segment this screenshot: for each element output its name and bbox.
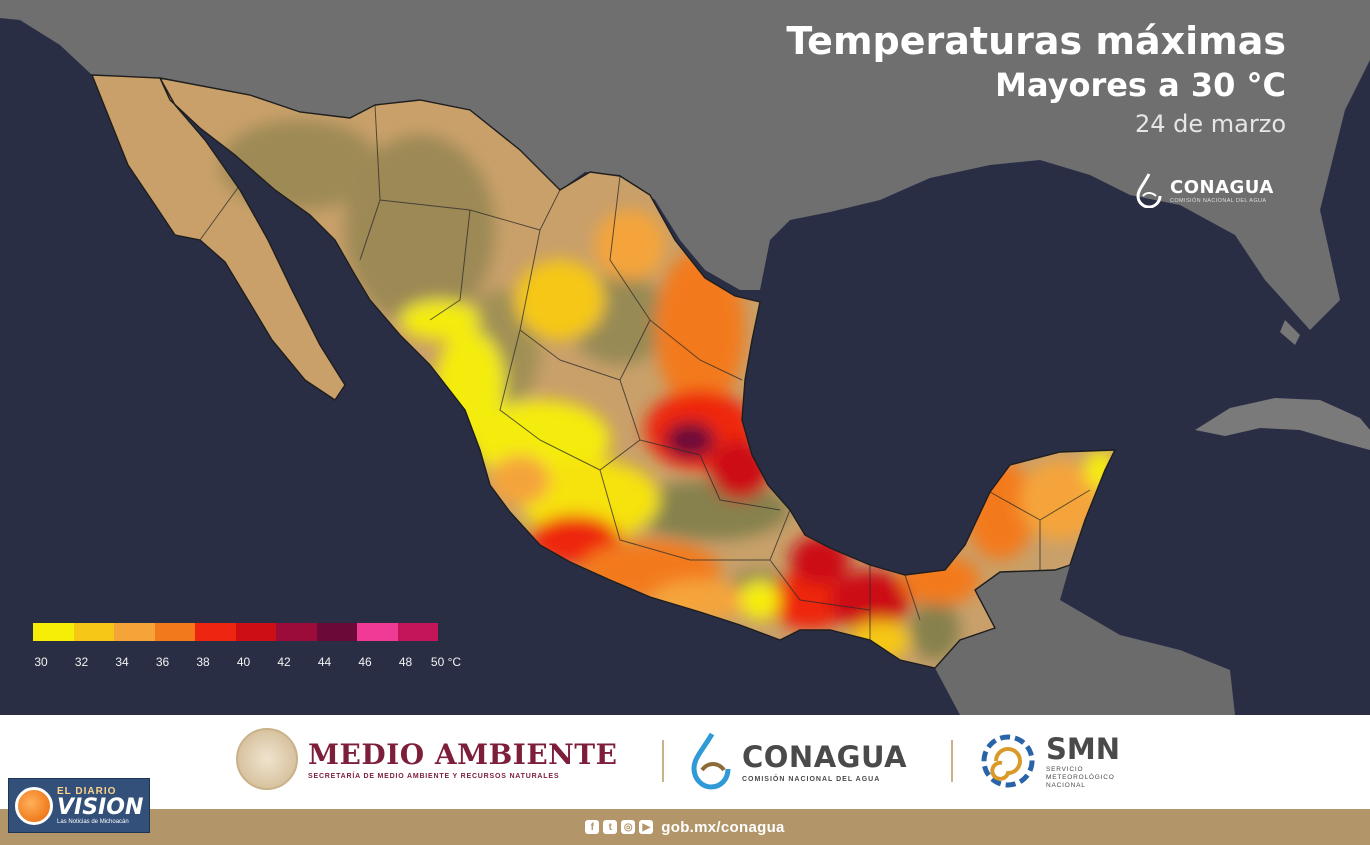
title-main: Temperaturas máximas <box>786 19 1286 63</box>
social-icons: f t ◎ ▶ <box>585 820 654 834</box>
spiral-icon <box>981 734 1035 788</box>
legend-swatch <box>397 623 438 641</box>
title-subtitle: Mayores a 30 °C <box>995 66 1286 104</box>
conagua-name: CONAGUA <box>742 739 908 774</box>
water-drop-icon <box>691 732 731 790</box>
conagua-corner-logo: CONAGUA COMISIÓN NACIONAL DEL AGUA <box>1134 172 1274 208</box>
title-date: 24 de marzo <box>1134 110 1286 138</box>
footer-divider <box>951 740 953 782</box>
medio-ambiente-logo[interactable]: MEDIO AMBIENTE SECRETARÍA DE MEDIO AMBIE… <box>236 728 617 790</box>
legend-tick-label: 30 <box>34 655 48 669</box>
corner-logo-name: CONAGUA <box>1170 176 1274 198</box>
smn-sub-3: NACIONAL <box>1046 782 1086 789</box>
watermark-line2: VISION <box>57 794 144 820</box>
temperature-map <box>0 0 1370 715</box>
footer-divider <box>662 740 664 782</box>
legend-swatch <box>357 623 398 641</box>
legend-tick-label: 48 <box>398 655 413 669</box>
watermark-line3: Las Noticias de Michoacán <box>57 818 129 825</box>
watermark-sun-icon <box>15 786 53 825</box>
smn-logo[interactable]: SMN SERVICIO METEOROLÓGICO NACIONAL <box>978 732 1120 790</box>
national-seal-icon <box>236 728 298 790</box>
watermark-line1: EL DIARIO <box>57 785 117 797</box>
youtube-icon[interactable]: ▶ <box>639 820 654 834</box>
twitter-icon[interactable]: t <box>603 820 618 834</box>
footer <box>0 715 1370 809</box>
legend-tick-label: 42 <box>277 655 291 669</box>
legend-swatches <box>33 623 473 641</box>
legend-tick-label: 32 <box>74 655 89 669</box>
legend-swatch <box>195 623 236 641</box>
legend-tick-label: 50 °C <box>430 655 462 669</box>
corner-logo-sub: COMISIÓN NACIONAL DEL AGUA <box>1170 197 1267 204</box>
land-guatemala <box>935 565 1235 715</box>
medio-ambiente-name: MEDIO AMBIENTE <box>308 738 618 771</box>
el-diario-vision-watermark: EL DIARIO VISION Las Noticias de Michoac… <box>8 778 150 833</box>
medio-ambiente-sub: SECRETARÍA DE MEDIO AMBIENTE Y RECURSOS … <box>308 773 560 780</box>
legend-tick-label: 38 <box>196 655 210 669</box>
mexico-outline <box>90 74 1117 669</box>
smn-sub-2: METEOROLÓGICO <box>1046 774 1115 781</box>
legend-swatch <box>33 623 74 641</box>
smn-sub-1: SERVICIO <box>1046 766 1084 773</box>
land-usa <box>0 0 1370 330</box>
legend-tick-label: 46 <box>358 655 372 669</box>
legend-swatch <box>114 623 155 641</box>
legend-tick-label: 36 <box>155 655 170 669</box>
instagram-icon[interactable]: ◎ <box>621 820 636 834</box>
legend-swatch <box>235 623 276 641</box>
land-cuba <box>1195 398 1370 450</box>
legend-tick-label: 44 <box>317 655 332 669</box>
water-drop-icon <box>1136 173 1162 208</box>
conagua-sub: COMISIÓN NACIONAL DEL AGUA <box>742 775 881 783</box>
land-bahamas <box>1280 320 1300 345</box>
legend-ticks: 30 32 34 36 38 40 42 44 46 48 50 °C <box>33 655 473 671</box>
temperature-legend: 30 32 34 36 38 40 42 44 46 48 50 °C <box>33 623 473 671</box>
legend-swatch <box>276 623 317 641</box>
legend-swatch <box>316 623 357 641</box>
conagua-footer-logo[interactable]: CONAGUA COMISIÓN NACIONAL DEL AGUA <box>688 732 907 790</box>
facebook-icon[interactable]: f <box>585 820 600 834</box>
map-title: Temperaturas máximas Mayores a 30 °C 24 … <box>786 18 1286 142</box>
legend-tick-label: 40 <box>236 655 251 669</box>
legend-swatch <box>73 623 114 641</box>
footer-social-bar: f t ◎ ▶ gob.mx/conagua <box>0 809 1370 845</box>
smn-name: SMN <box>1046 732 1121 766</box>
footer-url[interactable]: gob.mx/conagua <box>661 818 785 836</box>
legend-swatch <box>154 623 195 641</box>
legend-tick-label: 34 <box>115 655 129 669</box>
